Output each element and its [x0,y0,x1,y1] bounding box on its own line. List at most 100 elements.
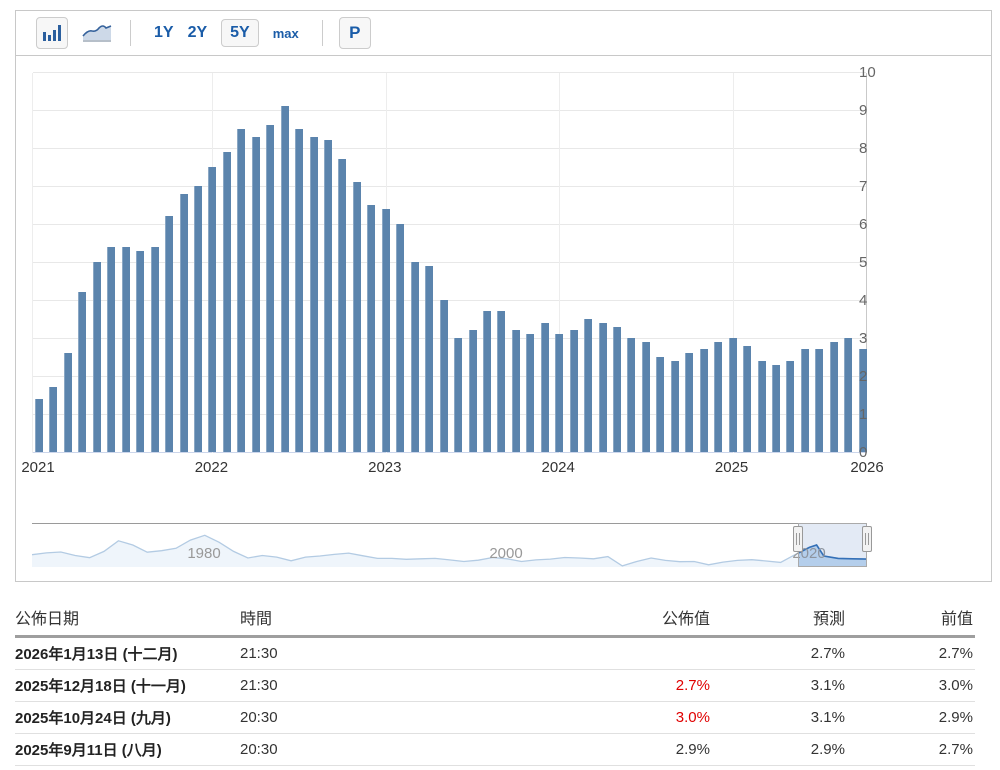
navigator-right-handle[interactable] [862,526,872,552]
h-gridline [33,262,866,263]
release-date: 2026年1月13日 (十二月) [15,646,178,663]
h-gridline [33,376,866,377]
data-bar[interactable] [208,167,217,452]
data-bar[interactable] [598,323,607,452]
data-bar[interactable] [815,349,824,452]
release-time: 20:30 [240,709,278,726]
data-bar[interactable] [757,361,766,452]
y-axis-label: 8 [859,140,868,157]
range-button-max[interactable]: max [272,25,299,41]
data-bar[interactable] [381,209,390,452]
data-bar[interactable] [829,342,838,452]
navigator-left-handle[interactable] [793,526,803,552]
previous-value: 2.9% [938,709,973,726]
data-bar[interactable] [800,349,809,452]
release-time: 21:30 [240,645,278,662]
data-bar[interactable] [526,334,535,452]
data-bar[interactable] [396,224,405,452]
data-bar[interactable] [280,106,289,452]
data-bar[interactable] [92,262,101,452]
data-bar[interactable] [251,137,260,452]
data-bar[interactable] [569,330,578,452]
range-button-2y[interactable]: 2Y [187,24,208,41]
data-bar[interactable] [685,353,694,452]
h-gridline [33,110,866,111]
y-axis-label: 5 [859,254,868,271]
data-bar[interactable] [771,365,780,452]
y-axis-label: 3 [859,330,868,347]
data-bar[interactable] [165,216,174,452]
data-bar[interactable] [179,194,188,452]
data-bar[interactable] [150,247,159,452]
data-bar[interactable] [743,346,752,452]
data-bar[interactable] [728,338,737,452]
data-bar[interactable] [641,342,650,452]
data-bar[interactable] [193,186,202,452]
toolbar-divider [321,20,323,46]
data-bar[interactable] [35,399,43,452]
data-bar[interactable] [540,323,549,452]
line-chart-icon [82,25,112,42]
data-bar[interactable] [107,247,116,452]
h-gridline [33,148,866,149]
data-bar[interactable] [309,137,318,452]
data-bar[interactable] [367,205,376,452]
data-bar[interactable] [482,311,491,452]
data-bar[interactable] [324,140,332,452]
data-bar[interactable] [468,330,477,452]
compare-p-button[interactable]: P [338,17,371,49]
x-axis-label: 2025 [714,459,749,476]
col-header-release-date: 公佈日期 [15,610,80,628]
h-gridline [33,338,866,339]
range-navigator[interactable]: 1980 2000 2020 [32,523,872,569]
forecast-value: 2.9% [810,741,845,758]
data-bar[interactable] [844,338,853,452]
release-date: 2025年10月24日 (九月) [15,710,171,727]
data-bar[interactable] [121,247,130,452]
previous-value: 3.0% [938,677,973,694]
line-chart-type-button[interactable] [80,17,114,49]
release-date: 2025年9月11日 (八月) [15,742,162,759]
data-bar[interactable] [786,361,795,452]
release-time: 21:30 [240,677,278,694]
data-bar[interactable] [511,330,520,452]
table-row: 2026年1月13日 (十二月) 21:30 2.7% 2.7% [15,638,975,670]
data-bar[interactable] [237,129,246,452]
data-bar[interactable] [136,251,145,452]
bar-chart-type-button[interactable] [36,17,68,49]
data-bar[interactable] [454,338,463,452]
data-bar[interactable] [613,327,621,452]
chart-widget: 1Y 2Y 5Y max P 1980 2000 2020 0 1 2 3 4 5 6 7 8 9 10… [15,10,992,582]
data-bar[interactable] [49,387,58,452]
y-axis-label: 0 [859,444,868,461]
data-bar[interactable] [266,125,275,452]
data-bar[interactable] [714,342,723,452]
navigator-selection[interactable] [798,523,867,567]
v-gridline [559,73,561,453]
toolbar-divider [130,20,131,46]
data-bar[interactable] [584,319,593,452]
data-bar[interactable] [338,159,347,452]
x-axis-label: 2021 [21,459,55,476]
data-bar[interactable] [858,349,867,452]
data-bar[interactable] [699,349,708,452]
data-bar[interactable] [410,262,419,452]
data-bar[interactable] [670,361,679,452]
data-bar[interactable] [656,357,665,452]
data-bar[interactable] [555,334,564,452]
data-bar[interactable] [497,311,506,452]
previous-value: 2.7% [938,741,973,758]
data-bar[interactable] [222,152,231,452]
col-header-time: 時間 [240,610,273,628]
data-bar[interactable] [439,300,448,452]
y-axis-label: 7 [859,178,868,195]
range-button-1y[interactable]: 1Y [154,24,174,41]
data-bar[interactable] [425,266,434,452]
data-bar[interactable] [63,353,72,452]
main-plot-area[interactable] [32,72,867,453]
data-bar[interactable] [352,182,361,452]
range-button-5y[interactable]: 5Y [221,19,259,47]
data-bar[interactable] [78,292,87,452]
data-bar[interactable] [627,338,636,452]
data-bar[interactable] [295,129,304,452]
